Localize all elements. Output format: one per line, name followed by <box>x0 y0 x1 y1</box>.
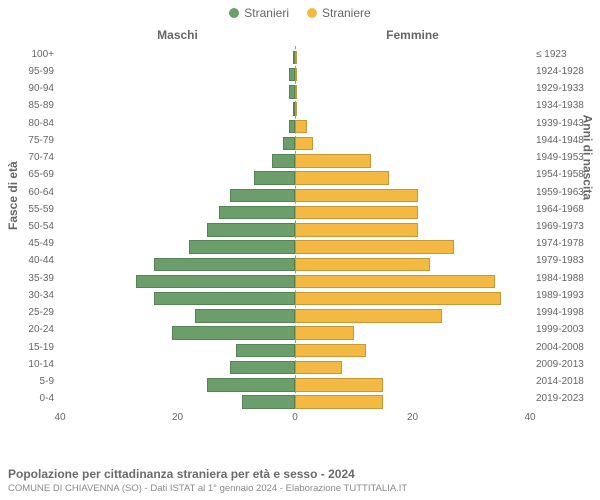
bar-male <box>207 378 295 391</box>
bar-male <box>195 309 295 322</box>
legend-item-female: Straniere <box>307 6 371 20</box>
bar-male <box>172 326 295 339</box>
chart-footer: Popolazione per cittadinanza straniera p… <box>8 467 592 494</box>
age-label: 60-64 <box>4 188 60 198</box>
birth-year-label: 1939-1943 <box>530 119 596 129</box>
x-tick: 40 <box>54 412 65 423</box>
bar-female <box>295 137 313 150</box>
x-tick: 40 <box>524 412 535 423</box>
birth-year-label: 1959-1963 <box>530 188 596 198</box>
bar-female <box>295 361 342 374</box>
birth-year-label: 2004-2008 <box>530 343 596 353</box>
column-header-female: Femmine <box>295 28 530 42</box>
bar-male <box>283 137 295 150</box>
age-label: 45-49 <box>4 239 60 249</box>
x-axis: 402002040 <box>60 412 530 426</box>
pyramid-chart: Maschi Femmine 100+≤ 192395-991924-19289… <box>60 28 530 436</box>
age-label: 50-54 <box>4 222 60 232</box>
bar-female <box>295 292 501 305</box>
birth-year-label: 1974-1978 <box>530 239 596 249</box>
legend-label-male: Stranieri <box>244 6 289 20</box>
age-label: 5-9 <box>4 377 60 387</box>
bar-male <box>272 154 296 167</box>
age-label: 35-39 <box>4 274 60 284</box>
bar-female <box>295 189 418 202</box>
age-label: 20-24 <box>4 325 60 335</box>
bar-female <box>295 275 495 288</box>
x-tick: 20 <box>172 412 183 423</box>
birth-year-label: 1934-1938 <box>530 101 596 111</box>
bar-male <box>254 171 295 184</box>
birth-year-label: 2019-2023 <box>530 394 596 404</box>
birth-year-label: 1969-1973 <box>530 222 596 232</box>
age-label: 0-4 <box>4 394 60 404</box>
bar-male <box>230 189 295 202</box>
bar-female <box>295 395 383 408</box>
bar-female <box>295 240 454 253</box>
bar-female <box>295 344 366 357</box>
birth-year-label: ≤ 1923 <box>530 50 596 60</box>
bars-area: 100+≤ 192395-991924-192890-941929-193385… <box>60 46 530 408</box>
legend-label-female: Straniere <box>322 6 371 20</box>
x-tick: 0 <box>292 412 298 423</box>
chart-title: Popolazione per cittadinanza straniera p… <box>8 467 592 481</box>
center-divider <box>295 46 296 408</box>
legend-item-male: Stranieri <box>229 6 289 20</box>
bar-female <box>295 120 307 133</box>
bar-male <box>154 292 295 305</box>
age-label: 70-74 <box>4 153 60 163</box>
age-label: 15-19 <box>4 343 60 353</box>
bar-female <box>295 206 418 219</box>
age-label: 55-59 <box>4 205 60 215</box>
bar-female <box>295 171 389 184</box>
birth-year-label: 1944-1948 <box>530 136 596 146</box>
age-label: 10-14 <box>4 360 60 370</box>
bar-male <box>242 395 295 408</box>
age-label: 80-84 <box>4 119 60 129</box>
birth-year-label: 1929-1933 <box>530 84 596 94</box>
legend: Stranieri Straniere <box>0 0 600 20</box>
age-label: 25-29 <box>4 308 60 318</box>
column-header-male: Maschi <box>60 28 295 42</box>
bar-female <box>295 378 383 391</box>
bar-male <box>207 223 295 236</box>
age-label: 90-94 <box>4 84 60 94</box>
bar-female <box>295 258 430 271</box>
birth-year-label: 1984-1988 <box>530 274 596 284</box>
birth-year-label: 1989-1993 <box>530 291 596 301</box>
bar-female <box>295 223 418 236</box>
birth-year-label: 1964-1968 <box>530 205 596 215</box>
birth-year-label: 1994-1998 <box>530 308 596 318</box>
age-label: 30-34 <box>4 291 60 301</box>
age-label: 100+ <box>4 50 60 60</box>
birth-year-label: 2014-2018 <box>530 377 596 387</box>
legend-swatch-female <box>307 8 317 18</box>
birth-year-label: 2009-2013 <box>530 360 596 370</box>
birth-year-label: 1949-1953 <box>530 153 596 163</box>
bar-female <box>295 154 371 167</box>
bar-female <box>295 309 442 322</box>
bar-male <box>219 206 295 219</box>
bar-male <box>154 258 295 271</box>
birth-year-label: 1924-1928 <box>530 67 596 77</box>
age-label: 40-44 <box>4 256 60 266</box>
bar-male <box>230 361 295 374</box>
age-label: 75-79 <box>4 136 60 146</box>
bar-female <box>295 326 354 339</box>
birth-year-label: 1979-1983 <box>530 256 596 266</box>
age-label: 65-69 <box>4 170 60 180</box>
bar-male <box>136 275 295 288</box>
age-label: 85-89 <box>4 101 60 111</box>
bar-male <box>189 240 295 253</box>
age-label: 95-99 <box>4 67 60 77</box>
bar-male <box>236 344 295 357</box>
birth-year-label: 1954-1958 <box>530 170 596 180</box>
chart-subtitle: COMUNE DI CHIAVENNA (SO) - Dati ISTAT al… <box>8 483 592 494</box>
x-tick: 20 <box>407 412 418 423</box>
legend-swatch-male <box>229 8 239 18</box>
birth-year-label: 1999-2003 <box>530 325 596 335</box>
